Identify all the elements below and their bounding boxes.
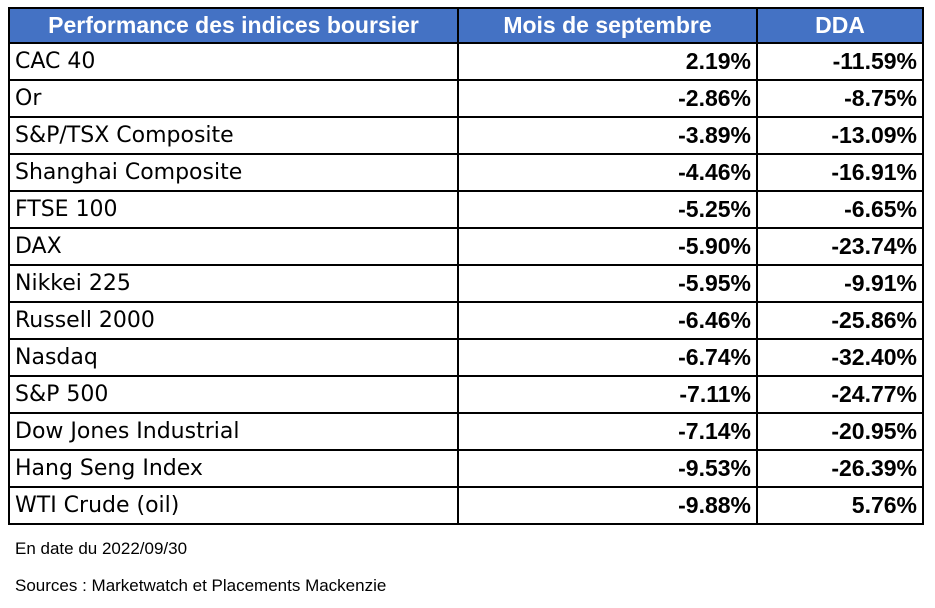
column-header-september: Mois de septembre	[457, 7, 758, 44]
sources-note: Sources : Marketwatch et Placements Mack…	[15, 576, 387, 595]
table-row: Hang Seng Index -9.53% -26.39%	[8, 449, 924, 488]
index-name-cell: Hang Seng Index	[8, 449, 459, 488]
september-value-cell: -4.46%	[457, 153, 758, 192]
september-value-cell: 2.19%	[457, 42, 758, 81]
index-name-cell: Nasdaq	[8, 338, 459, 377]
ytd-value-cell: -13.09%	[756, 116, 924, 155]
ytd-value-cell: -8.75%	[756, 79, 924, 118]
ytd-value-cell: -25.86%	[756, 301, 924, 340]
index-name-cell: Or	[8, 79, 459, 118]
september-value-cell: -3.89%	[457, 116, 758, 155]
september-value-cell: -5.25%	[457, 190, 758, 229]
ytd-value-cell: -11.59%	[756, 42, 924, 81]
table-row: Nasdaq -6.74% -32.40%	[8, 338, 924, 377]
ytd-value-cell: -6.65%	[756, 190, 924, 229]
ytd-value-cell: -24.77%	[756, 375, 924, 414]
table-body: CAC 40 2.19% -11.59% Or -2.86% -8.75% S&P/TSX …	[8, 42, 924, 525]
index-name-cell: S&P 500	[8, 375, 459, 414]
table-row: S&P 500 -7.11% -24.77%	[8, 375, 924, 414]
performance-table: Performance des indices boursier Mois de…	[8, 7, 924, 525]
header-row: Performance des indices boursier Mois de…	[8, 7, 924, 44]
september-value-cell: -6.74%	[457, 338, 758, 377]
september-value-cell: -5.90%	[457, 227, 758, 266]
table-row: Nikkei 225 -5.95% -9.91%	[8, 264, 924, 303]
index-name-cell: Russell 2000	[8, 301, 459, 340]
ytd-value-cell: -16.91%	[756, 153, 924, 192]
index-name-cell: FTSE 100	[8, 190, 459, 229]
ytd-value-cell: -20.95%	[756, 412, 924, 451]
index-name-cell: S&P/TSX Composite	[8, 116, 459, 155]
table-row: CAC 40 2.19% -11.59%	[8, 42, 924, 81]
index-name-cell: Nikkei 225	[8, 264, 459, 303]
index-name-cell: DAX	[8, 227, 459, 266]
table-row: Or -2.86% -8.75%	[8, 79, 924, 118]
ytd-value-cell: 5.76%	[756, 486, 924, 525]
column-header-index: Performance des indices boursier	[8, 7, 459, 44]
table-row: WTI Crude (oil) -9.88% 5.76%	[8, 486, 924, 525]
september-value-cell: -6.46%	[457, 301, 758, 340]
table-row: S&P/TSX Composite -3.89% -13.09%	[8, 116, 924, 155]
ytd-value-cell: -9.91%	[756, 264, 924, 303]
index-name-cell: Dow Jones Industrial	[8, 412, 459, 451]
table-row: DAX -5.90% -23.74%	[8, 227, 924, 266]
september-value-cell: -5.95%	[457, 264, 758, 303]
september-value-cell: -9.53%	[457, 449, 758, 488]
september-value-cell: -9.88%	[457, 486, 758, 525]
ytd-value-cell: -23.74%	[756, 227, 924, 266]
table-row: Russell 2000 -6.46% -25.86%	[8, 301, 924, 340]
date-note: En date du 2022/09/30	[15, 539, 188, 558]
index-name-cell: WTI Crude (oil)	[8, 486, 459, 525]
table-row: FTSE 100 -5.25% -6.65%	[8, 190, 924, 229]
table-row: Dow Jones Industrial -7.14% -20.95%	[8, 412, 924, 451]
september-value-cell: -7.14%	[457, 412, 758, 451]
ytd-value-cell: -32.40%	[756, 338, 924, 377]
column-header-ytd: DDA	[756, 7, 924, 44]
september-value-cell: -2.86%	[457, 79, 758, 118]
index-name-cell: CAC 40	[8, 42, 459, 81]
table-row: Shanghai Composite -4.46% -16.91%	[8, 153, 924, 192]
september-value-cell: -7.11%	[457, 375, 758, 414]
index-name-cell: Shanghai Composite	[8, 153, 459, 192]
ytd-value-cell: -26.39%	[756, 449, 924, 488]
